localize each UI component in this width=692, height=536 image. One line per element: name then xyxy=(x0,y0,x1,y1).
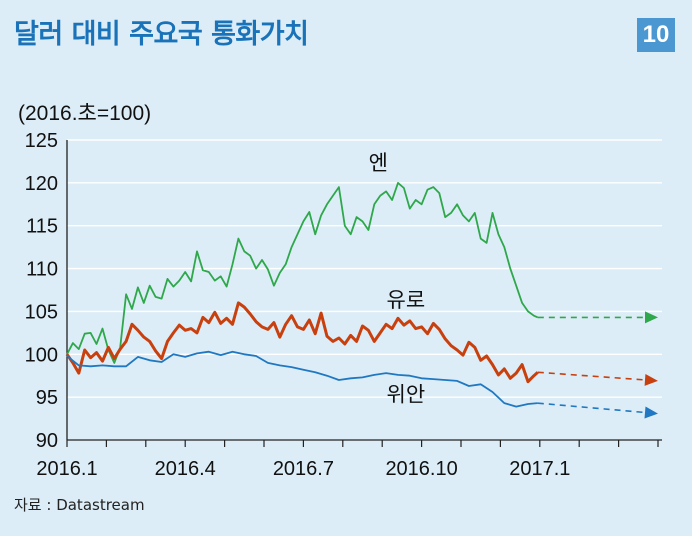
x-tick-label: 2016.1 xyxy=(36,458,97,480)
series-line-유로 xyxy=(65,301,539,384)
y-tick-label: 90 xyxy=(36,430,58,452)
x-tick-label: 2017.1 xyxy=(509,458,570,480)
source-note: 자료 : Datastream xyxy=(14,496,145,514)
series-lines xyxy=(65,182,658,419)
tick-labels: 90 95 100 105 110 115 120 125 2016.1 2016.4 2016.7… xyxy=(25,130,571,480)
y-tick-label: 120 xyxy=(25,173,58,195)
grid-lines xyxy=(67,139,662,398)
forecast-line-유로 xyxy=(537,371,647,381)
series-label-유로: 유로 xyxy=(387,288,426,312)
axes xyxy=(66,140,662,447)
forecast-arrow-위안 xyxy=(644,406,658,419)
x-tick-label: 2016.10 xyxy=(385,458,457,480)
forecast-arrow-유로 xyxy=(644,373,658,386)
y-tick-label: 105 xyxy=(25,301,58,323)
chart-title: 달러 대비 주요국 통화가치 xyxy=(14,19,309,50)
y-tick-label: 110 xyxy=(26,259,58,281)
series-line-엔 xyxy=(66,182,539,364)
series-label-엔: 엔 xyxy=(369,151,388,175)
y-tick-label: 100 xyxy=(25,344,58,366)
x-tick-label: 2016.7 xyxy=(273,458,334,480)
y-tick-label: 95 xyxy=(36,387,58,409)
series-label-위안: 위안 xyxy=(387,382,426,406)
forecast-line-위안 xyxy=(537,402,647,414)
forecast-arrow-엔 xyxy=(645,311,658,324)
y-tick-label: 115 xyxy=(26,216,58,238)
series-line-위안 xyxy=(66,350,538,408)
page-number-badge: 10 xyxy=(637,18,675,52)
y-tick-label: 125 xyxy=(25,130,58,152)
x-tick-label: 2016.4 xyxy=(155,458,216,480)
y-axis-unit-label: (2016.초=100) xyxy=(18,102,152,125)
